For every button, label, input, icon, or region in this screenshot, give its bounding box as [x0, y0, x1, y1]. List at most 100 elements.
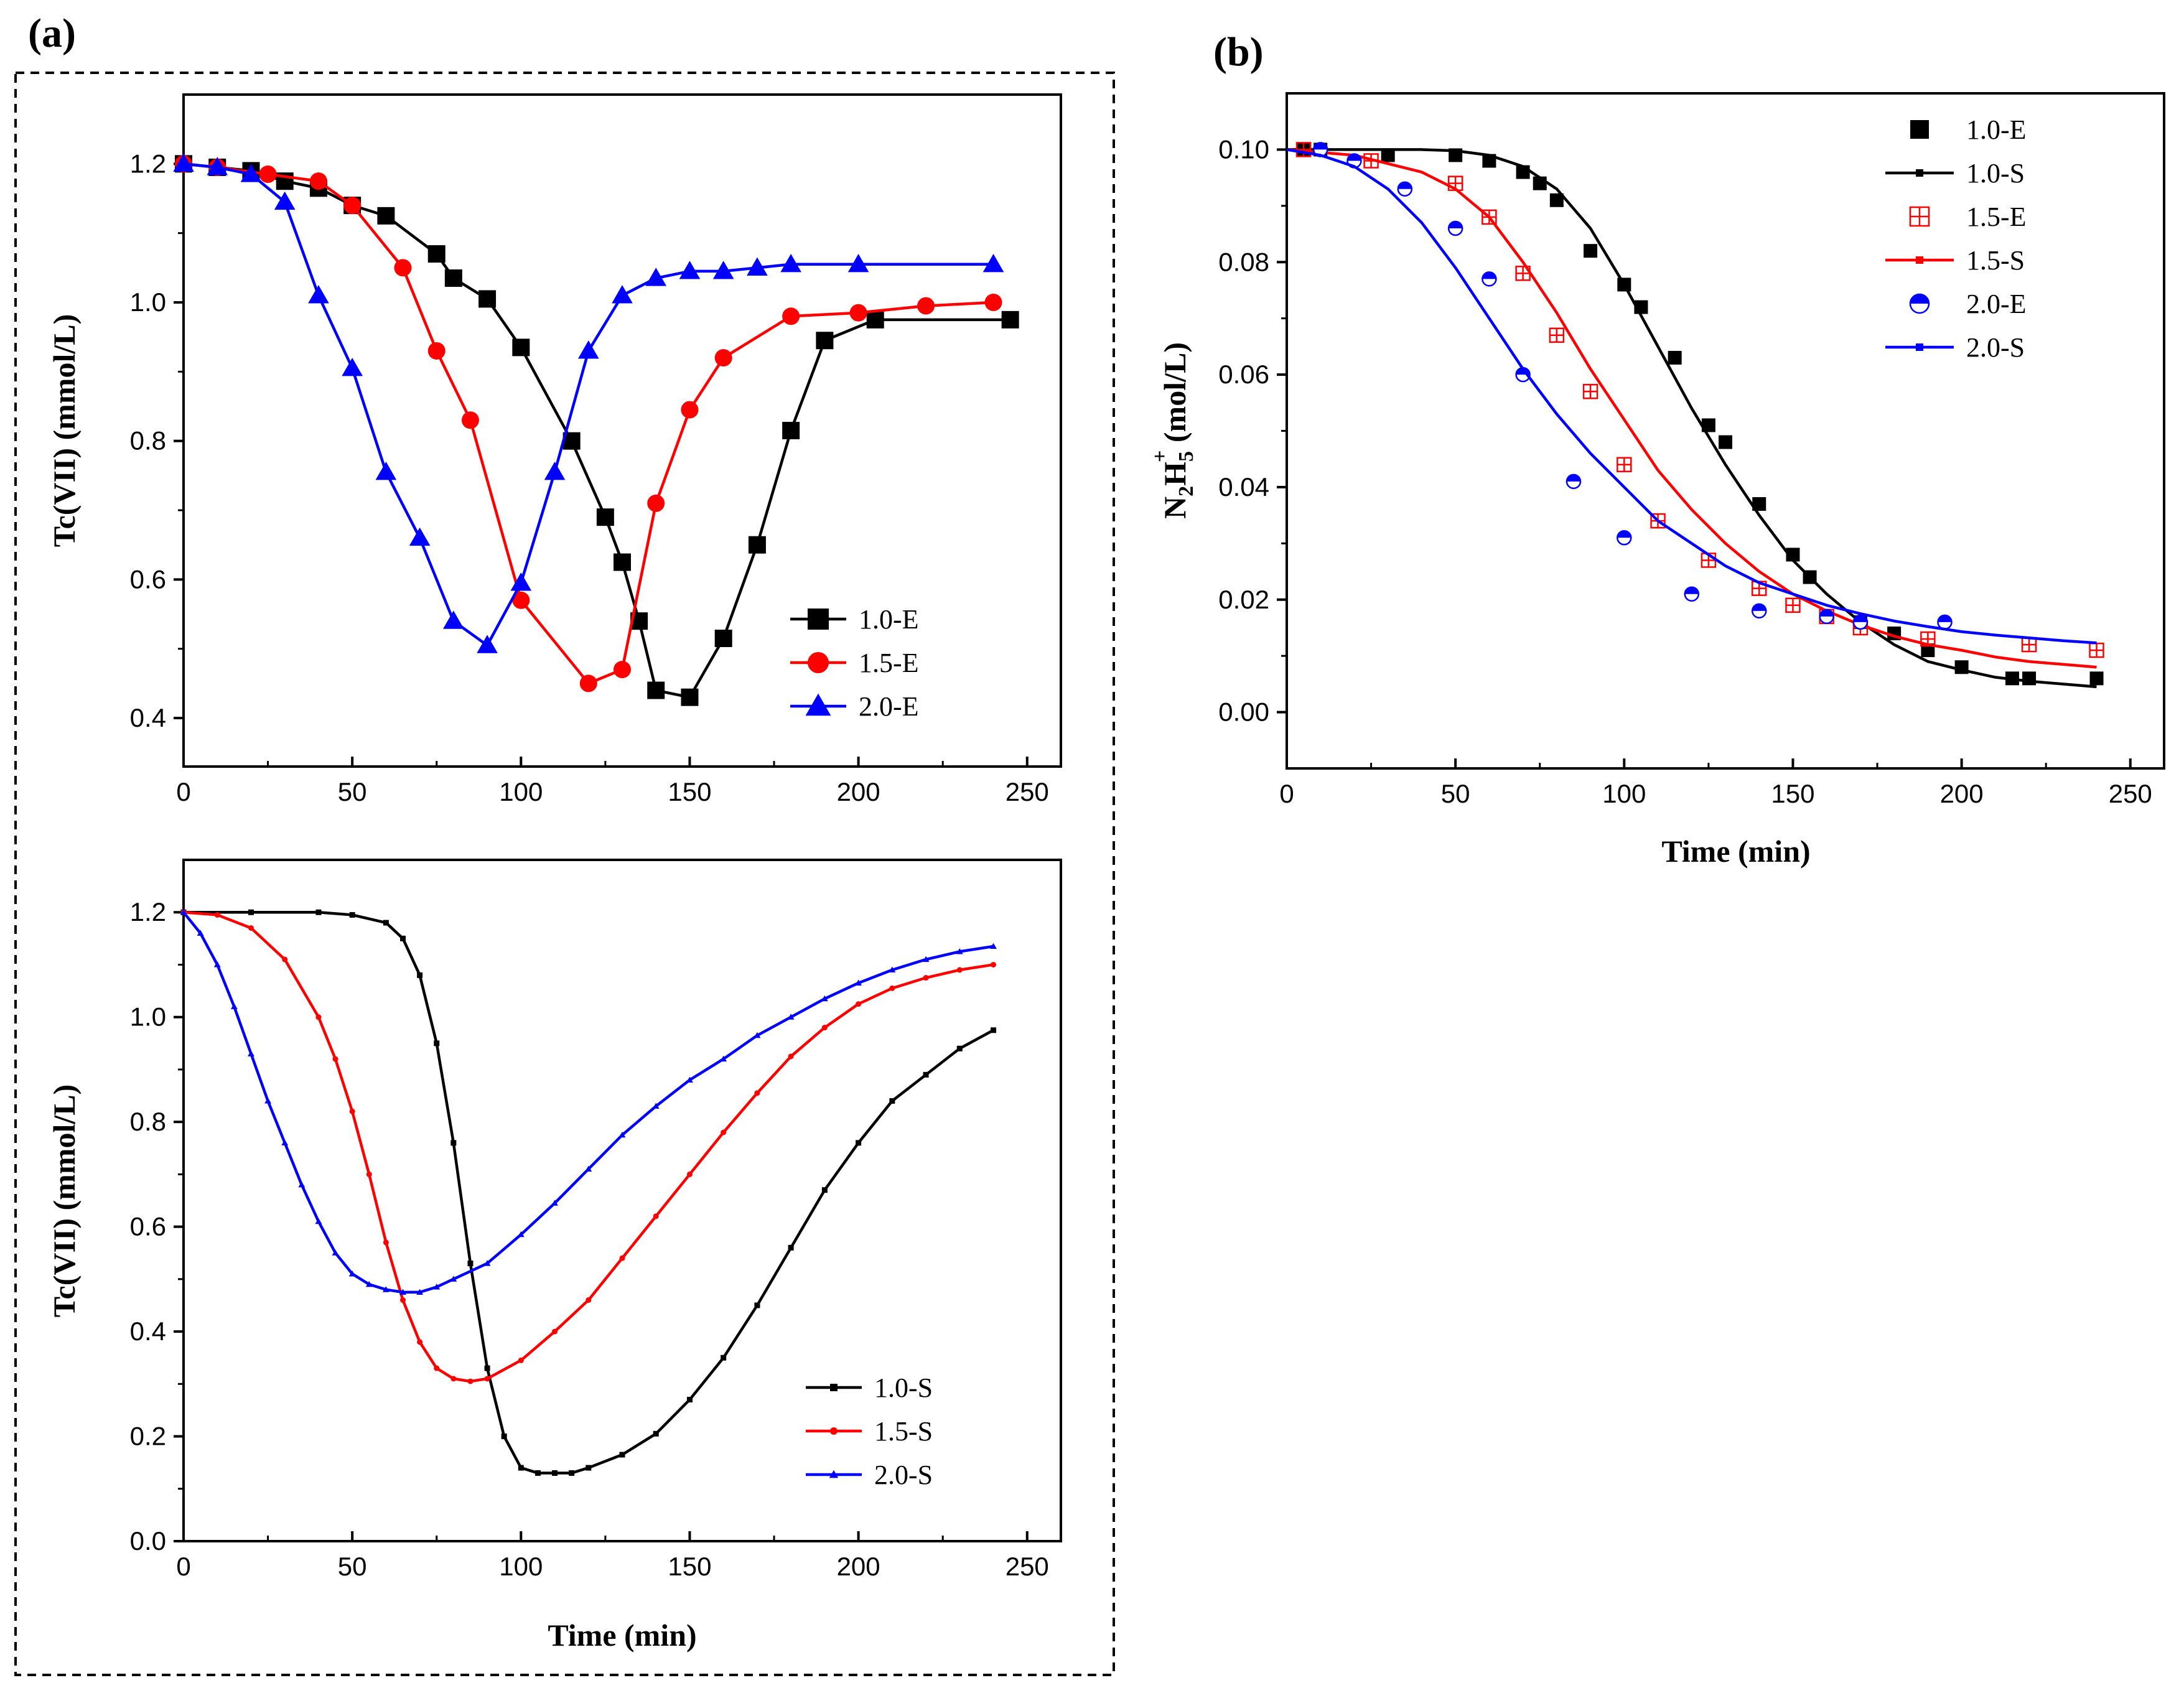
y-tick-label: 1.2	[130, 897, 166, 926]
legend-item-1.5-S: 1.5-S	[806, 1416, 933, 1447]
data-point	[394, 259, 412, 277]
data-point	[450, 1140, 457, 1146]
data-point	[1937, 614, 1953, 630]
series-line-2.0-S	[1286, 148, 2097, 645]
data-point	[501, 1434, 507, 1440]
legend-marker	[1910, 120, 1929, 139]
data-point	[754, 1032, 761, 1038]
legend-label: 1.5-E	[1966, 202, 2027, 232]
y-tick-label: 0.02	[1218, 585, 1269, 614]
data-point	[686, 1397, 693, 1403]
data-point	[1752, 497, 1766, 511]
data-point	[552, 1328, 558, 1335]
series-1.5-S	[180, 909, 997, 1384]
data-point	[207, 157, 228, 175]
plot-frame	[182, 93, 1062, 768]
data-point	[917, 297, 935, 315]
data-point	[365, 1280, 373, 1287]
data-point	[889, 966, 896, 972]
panel-a-dashed-frame	[14, 72, 1115, 1676]
data-point	[461, 411, 479, 429]
data-point	[982, 253, 1004, 273]
data-point	[596, 508, 614, 526]
data-point	[180, 908, 187, 915]
data-point	[714, 630, 732, 648]
data-point	[1751, 603, 1767, 619]
series-2.0-E	[173, 153, 1004, 653]
series-line-2.0-S	[182, 911, 994, 1294]
data-point	[383, 1239, 389, 1246]
y-tick-label: 0.08	[1218, 247, 1269, 276]
data-point	[248, 909, 254, 915]
plot-frame	[1286, 92, 2165, 770]
series-line-1.5-S	[183, 910, 994, 1383]
data-point	[375, 462, 397, 480]
data-point	[956, 1045, 963, 1052]
x-tick-label: 250	[2109, 779, 2152, 808]
data-point	[579, 674, 597, 692]
data-point	[214, 912, 220, 918]
data-point	[614, 661, 631, 679]
y-axis-label-n: N	[1157, 497, 1192, 519]
data-point	[1381, 148, 1395, 162]
series-1.5-E	[175, 155, 1002, 692]
data-point	[1921, 643, 1935, 658]
data-point	[748, 536, 766, 554]
data-point	[173, 153, 194, 172]
data-point	[577, 340, 599, 359]
data-point	[552, 1470, 558, 1476]
legend-item-2.0-E: 2.0-E	[790, 691, 919, 722]
chart-a-top-experimental: 0 50 100 150 200 250 0.4 0.6 0.8 1.0 1.2 1.0-E 1.5-E…	[47, 93, 1062, 806]
data-point	[443, 610, 464, 629]
series-2.0-S	[180, 908, 997, 1295]
data-point	[298, 1181, 306, 1188]
x-tick-label: 200	[1940, 779, 1984, 808]
data-point	[721, 1129, 727, 1135]
data-point	[782, 422, 800, 439]
data-point	[1447, 220, 1463, 236]
y-tick-label: 0.4	[130, 1317, 166, 1346]
data-point	[444, 269, 462, 287]
data-point	[714, 349, 732, 367]
data-point	[518, 1357, 524, 1363]
x-tick-label: 250	[1006, 1552, 1049, 1581]
data-point	[1584, 244, 1598, 258]
data-point	[1852, 614, 1869, 630]
x-tick-label: 250	[1006, 777, 1049, 806]
data-point	[612, 285, 633, 304]
data-point	[274, 191, 296, 210]
y-tick-label: 0.06	[1218, 360, 1269, 389]
data-point	[197, 930, 204, 936]
data-point	[984, 294, 1002, 312]
data-point	[923, 975, 929, 981]
data-point	[652, 1103, 660, 1109]
data-point	[1819, 609, 1834, 625]
y-tick-label: 0.6	[130, 564, 166, 594]
data-point	[400, 935, 406, 941]
legend-marker	[808, 609, 829, 630]
legend-label: 1.0-S	[1966, 158, 2025, 189]
y-tick-label: 0.6	[130, 1212, 166, 1241]
legend-marker	[830, 1384, 838, 1391]
data-point	[990, 943, 997, 949]
data-point	[377, 207, 395, 225]
data-point	[1786, 548, 1800, 562]
legend-label: 2.0-E	[1966, 289, 2027, 319]
y-tick-label: 0.8	[130, 426, 166, 455]
data-point	[544, 462, 566, 480]
data-point	[1684, 586, 1700, 602]
x-tick-label: 50	[338, 777, 367, 806]
data-point	[1617, 530, 1632, 546]
data-point	[478, 290, 497, 308]
data-point	[434, 1365, 440, 1371]
data-point	[747, 257, 768, 276]
data-point	[653, 1430, 659, 1437]
data-point	[1397, 181, 1413, 197]
y-tick-label: 1.0	[130, 287, 166, 317]
data-point	[1668, 350, 1682, 365]
legend-label: 1.5-S	[874, 1416, 933, 1447]
legend-marker	[1909, 293, 1930, 314]
data-point	[816, 332, 834, 350]
legend-item-1.0-S: 1.0-S	[806, 1373, 933, 1403]
x-tick-label: 50	[338, 1552, 367, 1581]
